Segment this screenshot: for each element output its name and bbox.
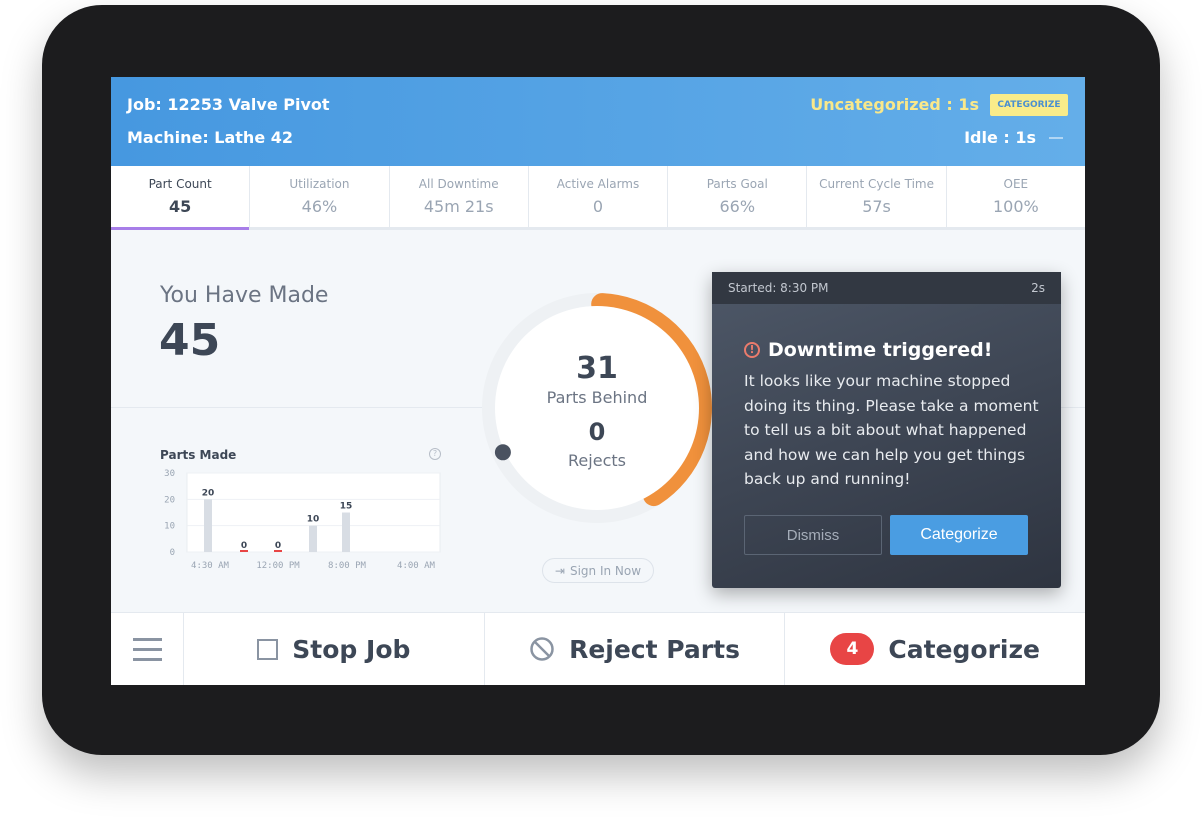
- count-badge: 4: [830, 633, 875, 665]
- alert-icon: !: [744, 342, 760, 358]
- tab-active-alarms[interactable]: Active Alarms 0: [529, 166, 669, 227]
- bar: [274, 550, 282, 552]
- tab-value: 100%: [992, 197, 1039, 216]
- popup-title: ! Downtime triggered!: [744, 339, 992, 361]
- bottom-bar: Stop Job Reject Parts 4 Categorize: [111, 612, 1085, 685]
- reject-parts-label: Reject Parts: [569, 634, 740, 664]
- bar-label: 10: [307, 515, 320, 525]
- chart-title: Parts Made: [160, 448, 237, 462]
- tab-current-cycle-time[interactable]: Current Cycle Time 57s: [807, 166, 947, 227]
- menu-icon[interactable]: [111, 613, 184, 685]
- screen: Job: 12253 Valve Pivot Machine: Lathe 42…: [111, 77, 1085, 685]
- y-tick-label: 20: [164, 495, 175, 505]
- donut-progress-arc: [591, 293, 712, 507]
- sign-in-label: Sign In Now: [569, 563, 642, 578]
- sign-in-button[interactable]: ⇥ Sign In Now: [542, 558, 654, 583]
- bar: [240, 550, 248, 552]
- dismiss-button[interactable]: Dismiss: [744, 515, 882, 555]
- idle-status: Idle : 1s: [964, 128, 1036, 147]
- tab-label: Part Count: [148, 177, 212, 191]
- tab-label: OEE: [1003, 177, 1029, 191]
- parts-made-chart: 0 10 20 30 20 0 0 10 15 4:30 AM 12:00 PM 8:00 PM 4:0…: [164, 469, 441, 571]
- x-tick-label: 8:00 PM: [328, 561, 367, 571]
- bar-label: 0: [241, 541, 247, 551]
- header-categorize-button[interactable]: CATEGORIZE: [990, 94, 1068, 116]
- donut-center: [495, 306, 699, 510]
- x-tick-label: 4:00 AM: [397, 561, 436, 571]
- tab-parts-goal[interactable]: Parts Goal 66%: [668, 166, 808, 227]
- bar: [342, 512, 350, 552]
- downtime-popup: Started: 8:30 PM 2s ! Downtime triggered!…: [712, 272, 1061, 588]
- popup-body: It looks like your machine stopped doing…: [744, 372, 1039, 488]
- popup-categorize-button[interactable]: Categorize: [890, 515, 1028, 555]
- behind-value: 31: [576, 351, 618, 386]
- rejects-value: 0: [589, 418, 606, 446]
- popup-header: Started: 8:30 PM 2s: [712, 272, 1061, 304]
- stop-icon: [257, 638, 279, 660]
- collapse-icon[interactable]: [1049, 137, 1063, 139]
- job-title: Job: 12253 Valve Pivot: [127, 95, 330, 114]
- tab-label: Parts Goal: [706, 177, 768, 191]
- popup-title-text: Downtime triggered!: [768, 339, 993, 361]
- tab-oee[interactable]: OEE 100%: [947, 166, 1085, 227]
- bar-label: 0: [275, 541, 281, 551]
- categorize-button[interactable]: 4 Categorize: [785, 613, 1085, 685]
- tab-label: Active Alarms: [556, 177, 640, 191]
- metric-tabs: Part Count 45 Utilization 46% All Downtime…: [111, 166, 1085, 230]
- tab-label: All Downtime: [418, 177, 499, 191]
- tab-utilization[interactable]: Utilization 46%: [250, 166, 390, 227]
- y-tick-label: 30: [164, 469, 175, 479]
- bar: [309, 525, 317, 552]
- made-label: You Have Made: [160, 283, 329, 308]
- tab-label: Current Cycle Time: [819, 177, 934, 191]
- stop-job-label: Stop Job: [292, 634, 411, 664]
- y-tick-label: 0: [170, 548, 175, 558]
- tab-value: 0: [592, 197, 604, 216]
- bar-label: 15: [340, 502, 353, 512]
- tab-value: 45m 21s: [423, 197, 494, 216]
- stop-job-button[interactable]: Stop Job: [184, 613, 485, 685]
- popup-started: Started: 8:30 PM: [728, 281, 829, 295]
- header: Job: 12253 Valve Pivot Machine: Lathe 42…: [111, 77, 1085, 166]
- uncategorized-status: Uncategorized : 1s: [810, 95, 979, 114]
- bar: [204, 499, 212, 552]
- prohibited-icon: [530, 637, 554, 661]
- tab-value: 46%: [301, 197, 338, 216]
- tab-value: 45: [169, 197, 192, 216]
- tab-all-downtime[interactable]: All Downtime 45m 21s: [390, 166, 529, 227]
- help-icon[interactable]: ?: [429, 448, 441, 460]
- y-tick-label: 10: [164, 522, 175, 532]
- tab-value: 57s: [862, 197, 891, 216]
- popup-elapsed: 2s: [1031, 281, 1045, 295]
- donut-handle[interactable]: [494, 444, 511, 461]
- tab-value: 66%: [719, 197, 756, 216]
- x-tick-label: 12:00 PM: [256, 561, 300, 571]
- made-value: 45: [159, 315, 221, 366]
- behind-label: Parts Behind: [547, 388, 648, 407]
- rejects-label: Rejects: [568, 451, 626, 470]
- tab-label: Utilization: [289, 177, 350, 191]
- parts-donut: 31 Parts Behind 0 Rejects: [482, 293, 712, 523]
- tab-part-count[interactable]: Part Count 45: [111, 166, 251, 230]
- reject-parts-button[interactable]: Reject Parts: [485, 613, 786, 685]
- sign-in-icon: ⇥: [554, 563, 565, 578]
- x-tick-label: 4:30 AM: [191, 561, 230, 571]
- machine-name: Machine: Lathe 42: [127, 128, 294, 147]
- categorize-label: Categorize: [888, 634, 1040, 664]
- bar-label: 20: [202, 488, 215, 498]
